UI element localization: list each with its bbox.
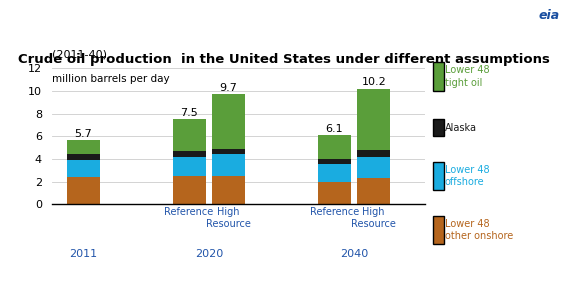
Bar — [212, 154, 245, 176]
Text: 2011: 2011 — [69, 249, 97, 259]
Bar — [67, 140, 99, 154]
Text: 10.2: 10.2 — [361, 78, 386, 87]
Bar — [318, 159, 351, 164]
Bar — [357, 157, 390, 178]
Text: (2011-40): (2011-40) — [52, 50, 107, 60]
Text: eia: eia — [538, 9, 560, 22]
Text: 2040: 2040 — [340, 249, 368, 259]
Bar — [357, 89, 390, 150]
Text: Lower 48
offshore: Lower 48 offshore — [445, 165, 490, 187]
Text: 5.7: 5.7 — [74, 129, 92, 139]
Text: Alaska: Alaska — [445, 123, 477, 133]
Text: Crude oil production  in the United States under different assumptions: Crude oil production in the United State… — [18, 53, 550, 66]
Text: 6.1: 6.1 — [325, 124, 343, 134]
Bar — [67, 154, 99, 160]
Text: 9.7: 9.7 — [219, 83, 237, 93]
Bar — [67, 160, 99, 177]
Bar — [67, 177, 99, 204]
Text: Lower 48
other onshore: Lower 48 other onshore — [445, 219, 513, 241]
Bar — [212, 149, 245, 154]
Bar — [173, 119, 205, 151]
Bar — [318, 135, 351, 159]
Bar — [318, 164, 351, 182]
Text: million barrels per day: million barrels per day — [52, 74, 169, 84]
Text: 2020: 2020 — [195, 249, 223, 259]
Bar — [212, 176, 245, 204]
Bar — [357, 150, 390, 157]
Bar — [173, 151, 205, 157]
Bar — [357, 178, 390, 204]
Bar — [318, 182, 351, 204]
Text: 7.5: 7.5 — [180, 108, 198, 118]
Bar — [173, 157, 205, 176]
Bar — [173, 176, 205, 204]
Text: Lower 48
tight oil: Lower 48 tight oil — [445, 66, 490, 88]
Bar — [212, 94, 245, 149]
